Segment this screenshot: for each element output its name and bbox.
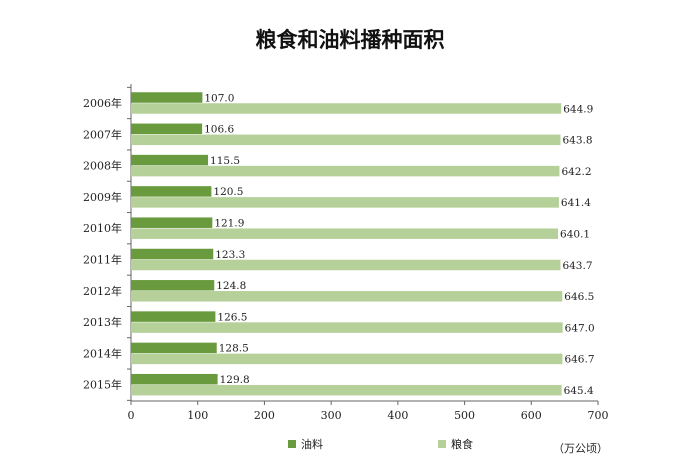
legend-swatch <box>438 440 446 448</box>
bar-grain <box>131 353 563 365</box>
bar-oil <box>131 373 218 385</box>
data-label: 115.5 <box>210 155 240 167</box>
data-label: 645.4 <box>564 385 594 397</box>
bar-grain <box>131 165 560 177</box>
bar-grain <box>131 384 562 396</box>
category-label: 2012年 <box>83 284 122 298</box>
x-tick-label: 300 <box>321 409 342 422</box>
data-label: 640.1 <box>560 228 590 240</box>
bar-grain <box>131 134 561 146</box>
legend-swatch <box>288 440 296 448</box>
data-label: 642.2 <box>561 166 591 178</box>
legend: 油料 粮食 <box>288 437 473 451</box>
bar-grain <box>131 228 559 239</box>
bar-grain <box>131 103 562 114</box>
data-label: 129.8 <box>220 374 250 386</box>
bar-grain <box>131 197 559 208</box>
x-tick-label: 700 <box>588 409 609 422</box>
x-tick-label: 0 <box>128 409 135 422</box>
bar-grain <box>131 259 561 271</box>
bar-oil <box>131 123 203 135</box>
bar-grain <box>131 291 563 302</box>
data-label: 643.8 <box>563 135 593 147</box>
data-label: 121.9 <box>214 217 244 229</box>
data-label: 106.6 <box>204 124 234 136</box>
category-label: 2006年 <box>83 96 122 110</box>
x-axis: 0 100 200 300 400 500 600 700 <box>128 400 609 422</box>
category-label: 2014年 <box>83 346 122 360</box>
category-label: 2011年 <box>83 253 122 267</box>
legend-label: 油料 <box>301 437 323 451</box>
category-label: 2007年 <box>83 127 122 141</box>
data-label: 647.0 <box>565 322 595 334</box>
bar-oil <box>131 154 209 166</box>
data-label: 124.8 <box>216 280 246 292</box>
x-tick-label: 400 <box>387 409 408 422</box>
bar-oil <box>131 92 203 103</box>
data-label: 644.9 <box>563 103 593 115</box>
category-label: 2008年 <box>83 159 122 173</box>
bar-oil <box>131 311 216 322</box>
data-label: 126.5 <box>217 311 247 323</box>
bar-oil <box>131 217 213 228</box>
data-label: 646.7 <box>564 354 594 366</box>
bar-grain <box>131 322 563 333</box>
bar-oil <box>131 248 214 260</box>
data-label: 641.4 <box>561 197 591 209</box>
category-label: 2009年 <box>83 190 122 204</box>
data-label: 123.3 <box>215 249 245 261</box>
data-label: 128.5 <box>219 343 249 355</box>
unit-label: （万公顷） <box>553 442 608 455</box>
bar-oil <box>131 342 217 354</box>
x-tick-label: 200 <box>254 409 275 422</box>
category-label: 2015年 <box>83 378 122 392</box>
data-label: 107.0 <box>204 92 234 104</box>
x-tick-label: 100 <box>187 409 208 422</box>
plot-area: 2006年 107.0 644.9 2007年 106.6 643.8 2008年 115.5… <box>83 84 595 401</box>
data-label: 643.7 <box>562 260 592 272</box>
x-tick-label: 500 <box>454 409 475 422</box>
category-label: 2010年 <box>83 221 122 235</box>
bar-oil <box>131 280 215 291</box>
data-label: 646.5 <box>564 291 594 303</box>
chart-title: 粮食和油料播种面积 <box>256 27 445 52</box>
x-tick-label: 600 <box>521 409 542 422</box>
bar-oil <box>131 186 212 197</box>
legend-label: 粮食 <box>451 437 473 451</box>
category-label: 2013年 <box>83 315 122 329</box>
data-label: 120.5 <box>213 186 243 198</box>
